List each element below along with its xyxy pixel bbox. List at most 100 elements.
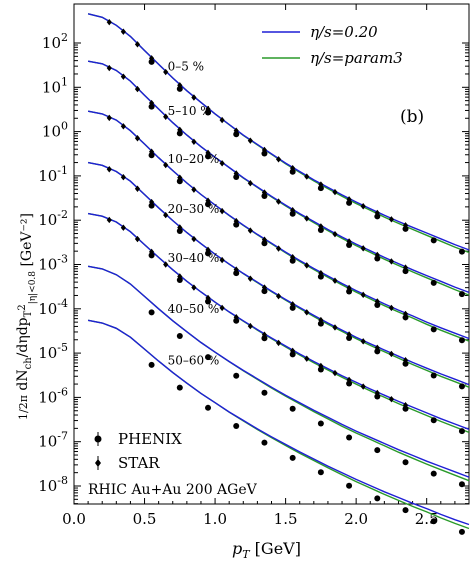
phenix-point [317,320,324,327]
star-point [134,85,141,93]
star-point [388,350,395,358]
phenix-point [317,469,324,476]
star-point [275,339,282,347]
phenix-point [317,226,324,233]
centrality-label: 20–30 % [168,202,220,216]
centrality-label: 5–10 % [168,104,212,118]
star-point [402,401,409,409]
star-point [275,198,282,205]
y-tick-label: 10-2 [38,208,68,229]
panel-label: (b) [400,107,424,127]
curve-param3 [87,13,470,254]
phenix-point [176,333,183,340]
star-point [332,188,338,196]
star-point [106,114,112,122]
x-tick-label: 1.0 [203,510,227,528]
phenix-point [233,174,240,181]
legend-label-eta020: η/s=0.20 [310,23,378,41]
star-point [261,146,268,154]
star-point [402,264,409,271]
phenix-point [289,304,296,311]
phenix-point [148,361,155,368]
star-point [402,356,409,364]
y-tick-label: 102 [42,31,68,52]
legend-phenix-marker [94,435,102,443]
y-tick-label: 101 [42,75,68,96]
star-point [332,277,338,284]
star-point [304,215,310,222]
x-tick-label: 0.0 [62,510,86,528]
star-point [388,395,395,403]
phenix-point [346,434,353,441]
y-tick-label: 100 [42,120,68,141]
phenix-point [176,228,183,235]
phenix-point [374,255,381,262]
x-axis-label: pT [GeV] [232,539,301,561]
curve-eta020 [87,319,470,526]
star-point [120,123,126,130]
centrality-label: 30–40 % [168,251,220,265]
star-point [275,292,282,300]
phenix-point [148,202,155,209]
phenix-point [458,337,465,344]
phenix-point [261,389,268,396]
y-tick-label: 10-5 [38,341,68,362]
star-point [275,245,282,252]
y-tick-label: 10-1 [38,164,68,185]
star-point [360,383,366,390]
phenix-point [346,380,353,387]
axis-ticks: 0.0 0.5 1.0 1.5 2.0 2.510210110010-110-210-31… [38,4,469,528]
phenix-point [148,309,155,316]
star-point [120,174,126,181]
star-point [360,245,366,252]
phenix-point [148,152,155,159]
star-point [247,137,253,144]
phenix-point [205,404,212,411]
phenix-point [458,528,465,535]
x-tick-label: 2.0 [344,510,368,528]
phenix-point [176,130,183,137]
phenix-point [346,199,353,206]
star-point [120,224,126,231]
star-point [191,284,197,291]
phenix-point [374,447,381,454]
phenix-point [289,210,296,217]
phenix-point [176,277,183,284]
phenix-point [289,168,296,175]
star-point [304,309,310,316]
y-tick-label: 10-6 [38,385,68,406]
star-point [120,28,126,35]
star-point [219,304,225,312]
star-point [247,322,253,330]
phenix-point [176,384,183,391]
star-point [388,258,395,265]
star-point [106,166,112,173]
star-point [134,235,141,243]
y-axis-label: 1/2π dNch/dηdpT2|η|<0.8 [GeV⁻²] [15,213,38,420]
centrality-label: 0–5 % [168,60,205,74]
phenix-point [205,298,212,305]
phenix-point [261,193,268,200]
phenix-point [458,291,465,298]
centrality-label: 10–20 % [168,152,220,166]
phenix-point [430,372,437,379]
phenix-point [430,470,437,477]
legend-lines: η/s=0.20 η/s=param3 [262,23,403,67]
star-point [191,235,197,243]
phenix-point [233,372,240,379]
star-point [304,262,310,269]
annotation-text: RHIC Au+Au 200 AGeV [88,482,258,498]
star-point [163,113,169,120]
star-point [219,207,225,215]
phenix-point [317,366,324,373]
phenix-point [148,252,155,259]
star-point [134,135,141,142]
phenix-point [289,405,296,412]
legend-label-star: STAR [118,454,160,472]
phenix-point [346,335,353,342]
phenix-point [261,335,268,342]
star-point [360,203,366,210]
curve-eta020 [87,161,470,386]
